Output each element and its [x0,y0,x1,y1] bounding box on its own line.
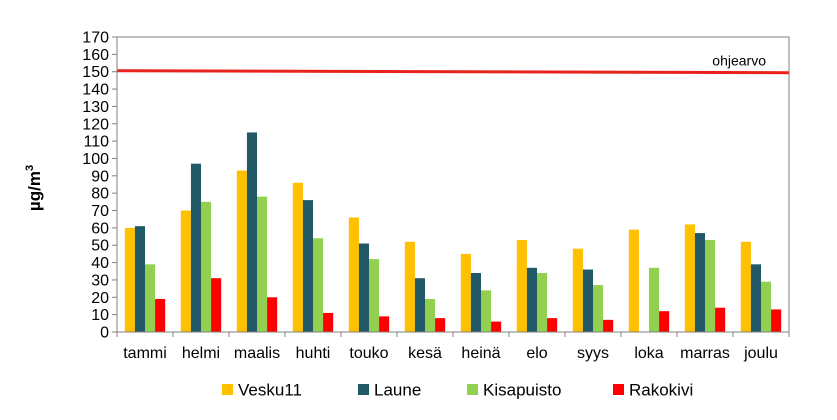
bar-kisapuisto-helmi [201,201,212,332]
bar-kisapuisto-tammi [145,264,156,332]
y-tick-label: 120 [82,116,109,133]
x-tick-label: helmi [182,345,220,362]
bar-rakokivi-loka [659,311,670,332]
legend-swatch-laune [358,384,369,395]
bar-kisapuisto-kesä [425,299,436,332]
bar-kisapuisto-joulu [761,281,772,332]
bar-vesku11-loka [628,229,639,332]
x-tick-label: syys [577,345,609,362]
bar-kisapuisto-marras [705,240,716,332]
bar-kisapuisto-huhti [313,238,324,332]
legend-swatch-kisapuisto [467,384,478,395]
reference-line-group: ohjearvo [116,53,790,75]
legend: Vesku11 Laune Kisapuisto Rakokivi [222,381,693,400]
y-tick-label: 110 [83,134,109,151]
bar-laune-helmi [190,163,201,332]
bar-kisapuisto-elo [537,273,548,332]
bar-vesku11-syys [572,248,583,332]
x-tick-label: joulu [743,345,778,362]
x-tick-label: touko [349,345,388,362]
legend-label-vesku11: Vesku11 [238,381,302,400]
bar-vesku11-marras [684,224,695,332]
y-tick-label: 70 [91,203,109,220]
bar-rakokivi-syys [603,319,614,332]
bar-rakokivi-tammi [155,299,166,332]
bar-rakokivi-kesä [435,318,446,332]
y-axis-label-unit: µg/m [25,171,44,211]
bar-kisapuisto-touko [369,259,380,332]
bar-laune-marras [694,233,705,332]
bar-laune-elo [526,267,537,332]
x-axis: tammi helmi maalis huhti touko kesä heinä elo sy… [116,331,790,362]
bar-rakokivi-joulu [771,309,782,332]
bar-vesku11-elo [516,240,527,332]
bar-rakokivi-helmi [211,278,222,332]
y-tick-label: 10 [91,307,109,324]
bar-laune-joulu [750,264,761,332]
bar-vesku11-kesä [404,241,415,332]
y-tick-label: 80 [91,186,109,203]
bar-laune-heinä [470,273,481,332]
x-tick-label: heinä [461,345,500,362]
y-tick-label: 50 [91,238,109,255]
reference-line-label: ohjearvo [712,53,766,69]
y-tick-label: 60 [91,220,109,237]
bar-kisapuisto-heinä [481,290,492,332]
bar-rakokivi-maalis [267,297,278,332]
bar-vesku11-tammi [124,227,135,332]
legend-swatch-rakokivi [613,384,624,395]
bar-laune-tammi [134,226,145,332]
y-axis-label: µg/m3 [24,165,44,211]
bar-vesku11-touko [348,217,359,332]
legend-swatch-vesku11 [222,384,233,395]
y-tick-label: 140 [82,82,109,99]
x-tick-label: huhti [296,345,331,362]
y-tick-label: 90 [91,168,109,185]
bar-kisapuisto-loka [649,267,660,332]
y-axis: 0102030405060708090100110120130140150160… [82,30,118,342]
bar-laune-maalis [246,132,257,332]
y-tick-label: 0 [100,325,109,342]
bar-rakokivi-huhti [323,312,334,332]
y-tick-label: 100 [82,151,109,168]
bar-vesku11-maalis [236,170,247,332]
bar-kisapuisto-syys [593,285,604,332]
legend-label-rakokivi: Rakokivi [629,381,693,400]
y-axis-label-superscript: 3 [24,165,36,171]
y-tick-label: 150 [82,64,109,81]
bar-laune-kesä [414,278,425,332]
y-tick-label: 160 [82,47,109,64]
bar-vesku11-joulu [740,241,751,332]
reference-line [116,69,790,75]
bar-rakokivi-marras [715,307,726,332]
y-tick-label: 130 [82,99,109,116]
legend-label-kisapuisto: Kisapuisto [483,381,561,400]
bar-kisapuisto-maalis [257,196,268,332]
bar-vesku11-helmi [180,210,191,332]
bar-rakokivi-elo [547,318,558,332]
bar-laune-touko [358,243,369,332]
legend-label-laune: Laune [374,381,421,400]
x-tick-label: loka [634,345,663,362]
x-tick-label: kesä [408,345,442,362]
bar-rakokivi-touko [379,316,390,332]
bar-laune-huhti [302,200,313,332]
bar-vesku11-heinä [460,253,471,332]
x-tick-label: maalis [234,345,280,362]
x-tick-label: tammi [123,345,167,362]
y-tick-label: 170 [82,30,109,47]
x-tick-label: marras [680,345,730,362]
bar-vesku11-huhti [292,182,303,332]
y-tick-label: 40 [91,255,109,272]
bars-group [124,132,782,332]
bar-rakokivi-heinä [491,321,502,332]
y-tick-label: 30 [91,272,109,289]
y-tick-label: 20 [91,290,109,307]
x-tick-label: elo [526,345,547,362]
bar-laune-syys [582,269,593,332]
